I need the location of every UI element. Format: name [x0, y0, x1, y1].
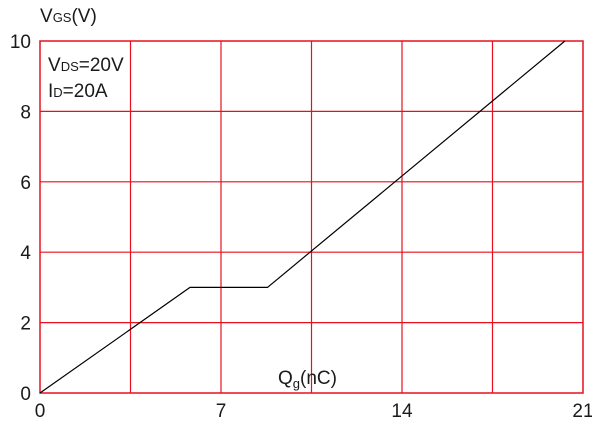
grid	[40, 41, 583, 393]
x-tick-label: 7	[216, 401, 227, 422]
y-tick-label: 10	[10, 32, 31, 53]
x-tick-label: 14	[391, 401, 413, 422]
annotation-vds: VDS=20V	[48, 55, 124, 76]
x-tick-labels: 0 7 14 21	[35, 401, 592, 422]
y-axis-label: VGS(V)	[40, 6, 97, 27]
x-axis-label: Qg(nC)	[278, 368, 337, 391]
y-tick-label: 6	[20, 173, 31, 194]
series-line-0	[39, 40, 566, 394]
y-tick-label: 2	[20, 314, 31, 335]
y-tick-labels: 0 2 4 6 8 10	[10, 32, 32, 405]
y-tick-label: 0	[20, 384, 31, 405]
y-tick-label: 8	[20, 102, 31, 123]
series	[39, 40, 566, 394]
x-tick-label: 21	[572, 401, 592, 422]
x-tick-label: 0	[35, 401, 46, 422]
annotation-id: ID=20A	[48, 81, 108, 102]
plot-frame	[39, 40, 584, 394]
y-tick-label: 4	[20, 243, 31, 264]
